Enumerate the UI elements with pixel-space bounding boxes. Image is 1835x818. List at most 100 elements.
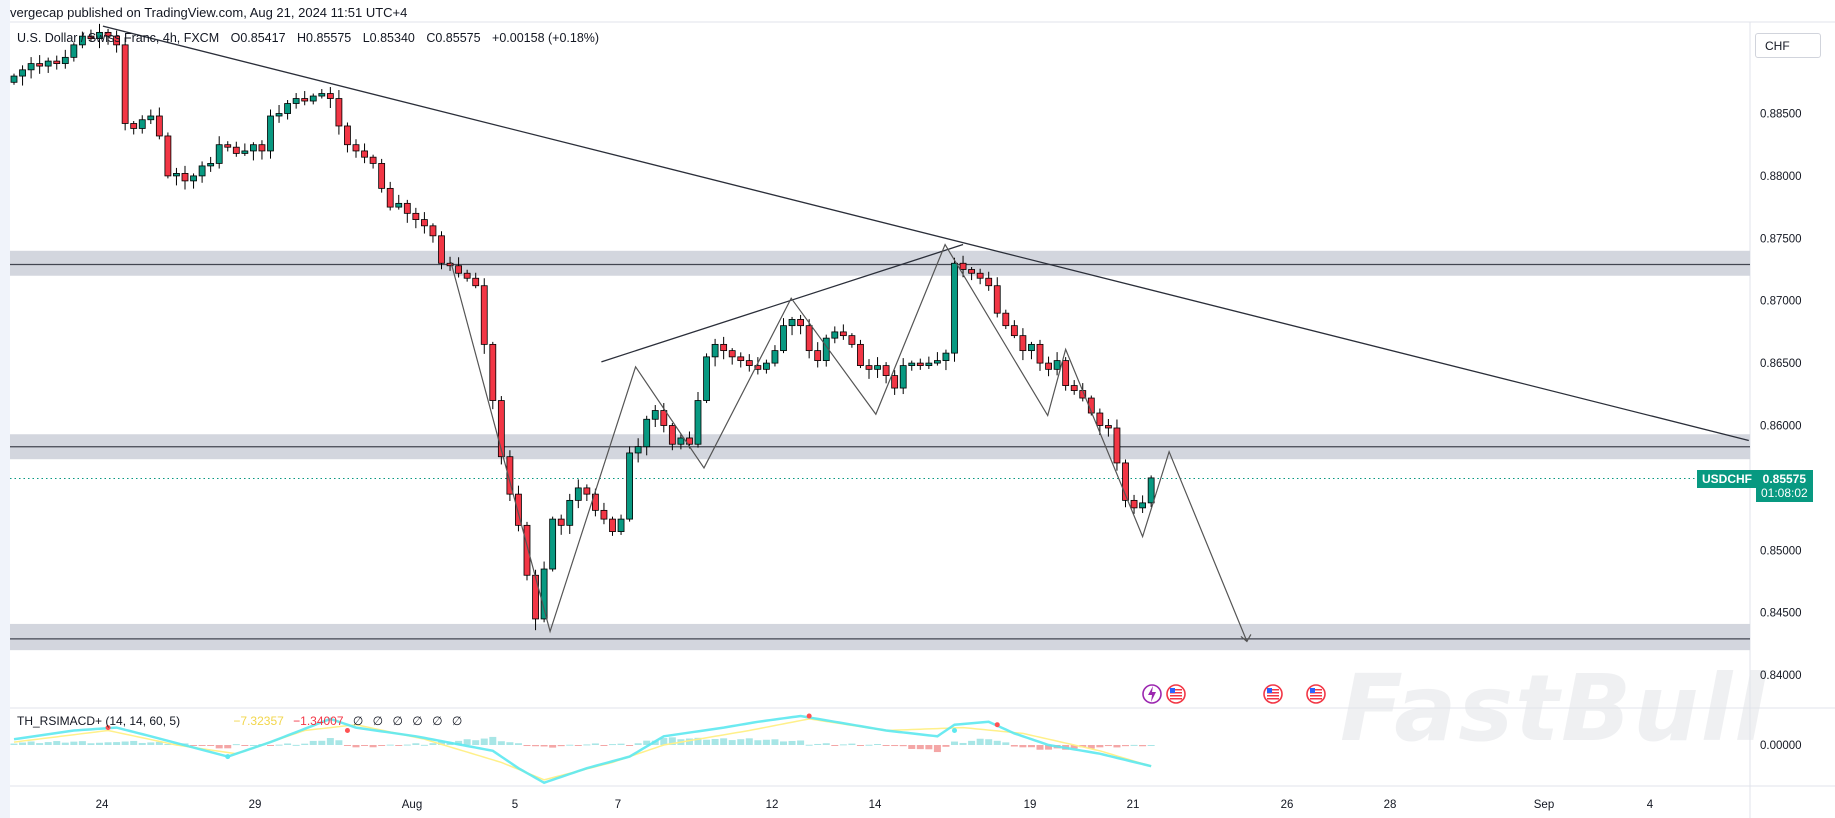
candle xyxy=(668,423,676,451)
candle xyxy=(763,359,770,374)
histogram-bar xyxy=(951,741,958,745)
histogram-bar xyxy=(668,737,676,745)
histogram-bar xyxy=(993,740,1001,745)
flag-stripe xyxy=(1310,695,1322,697)
candle-body xyxy=(10,75,18,83)
candle xyxy=(609,516,616,536)
indicator-empty: ∅ xyxy=(412,714,423,728)
candle-body xyxy=(147,115,155,121)
candle xyxy=(899,358,907,395)
candle-body xyxy=(472,277,480,287)
candle-body xyxy=(574,487,582,501)
histogram-bar xyxy=(267,745,274,746)
lightning-glyph xyxy=(1148,686,1156,702)
histogram-bar xyxy=(933,745,941,753)
histogram-bar xyxy=(942,745,950,747)
indicator-red-dot xyxy=(806,713,812,719)
histogram-bar xyxy=(1096,745,1104,748)
histogram-bar xyxy=(44,742,52,745)
candle-body xyxy=(1045,362,1052,370)
candle-body xyxy=(412,212,420,220)
histogram-bar xyxy=(1122,745,1129,747)
candle-body xyxy=(874,365,881,370)
time-axis-label: Sep xyxy=(1534,799,1554,811)
candle xyxy=(745,354,753,372)
candle xyxy=(651,405,659,427)
candle xyxy=(1028,341,1035,360)
indicator-red-dot xyxy=(994,722,1000,728)
indicator-name[interactable]: TH_RSIMACD+ (14, 14, 60, 5) xyxy=(17,714,181,728)
candle-body xyxy=(549,518,557,570)
candle xyxy=(147,109,155,124)
flag-canton xyxy=(1310,688,1315,693)
histogram-bar xyxy=(292,744,300,746)
arrowhead-icon xyxy=(1240,634,1252,643)
histogram-bar xyxy=(566,744,574,746)
candle xyxy=(121,37,129,131)
histogram-bar xyxy=(326,738,334,745)
currency-button[interactable]: CHF xyxy=(1755,33,1821,58)
candle-body xyxy=(609,518,616,532)
candle xyxy=(61,49,69,69)
histogram-bar xyxy=(780,741,787,745)
last-price-tag: 0.85575 01:08:02 xyxy=(1756,470,1813,502)
candle xyxy=(771,345,779,367)
candle xyxy=(831,326,839,344)
candle xyxy=(155,107,163,140)
histogram-bar xyxy=(788,740,796,745)
candle-body xyxy=(1062,360,1070,386)
ohlc-close: C0.85575 xyxy=(426,31,481,45)
symbol-name[interactable]: U.S. Dollar / Swiss Franc, 4h, FXCM xyxy=(17,31,220,45)
time-axis-label: 26 xyxy=(1281,799,1294,811)
candle-body xyxy=(557,518,565,526)
histogram-bar xyxy=(61,742,69,745)
price-axis-label: 0.87000 xyxy=(1760,296,1802,308)
candle-body xyxy=(190,175,197,182)
candle xyxy=(626,446,633,522)
candle xyxy=(446,256,454,271)
histogram-bar xyxy=(703,739,711,745)
candle xyxy=(968,267,975,281)
candle xyxy=(874,357,881,378)
candle-body xyxy=(959,262,967,270)
candle-body xyxy=(1070,385,1078,391)
histogram-bar xyxy=(609,744,616,746)
time-axis-label: Aug xyxy=(402,799,422,811)
histogram-bar xyxy=(523,745,531,747)
candle-body xyxy=(1113,427,1121,464)
candle-body xyxy=(215,144,223,164)
candle xyxy=(617,514,625,535)
histogram-bar xyxy=(831,745,839,746)
indicator-main-line xyxy=(13,714,1152,785)
candle-body xyxy=(301,98,309,102)
candle xyxy=(190,173,197,189)
candle xyxy=(951,257,958,362)
candle-body xyxy=(626,452,633,520)
histogram-bar xyxy=(1027,745,1035,748)
candle-body xyxy=(660,410,668,426)
histogram-bar xyxy=(361,745,369,746)
histogram-bar xyxy=(335,740,343,745)
ohlc-high: H0.85575 xyxy=(297,31,352,45)
candle-body xyxy=(104,31,112,37)
candle-body xyxy=(583,487,591,495)
indicator-empty: ∅ xyxy=(352,714,364,728)
time-axis-label: 5 xyxy=(512,799,518,811)
candle xyxy=(96,23,103,49)
candle-body xyxy=(908,362,916,366)
indicator-cyan-dot xyxy=(952,728,957,733)
histogram-bar xyxy=(369,745,377,748)
candle-body xyxy=(771,350,779,364)
candle xyxy=(326,87,334,109)
candle xyxy=(352,139,360,158)
candle-body xyxy=(36,63,44,67)
candle-body xyxy=(976,272,984,279)
histogram-bar xyxy=(429,743,437,745)
publisher-line: vergecap published on TradingView.com, A… xyxy=(10,5,408,20)
histogram-bar xyxy=(532,745,540,747)
indicator-red-dot xyxy=(105,725,111,731)
time-axis-label: 14 xyxy=(869,799,882,811)
histogram-bar xyxy=(754,740,762,745)
candle xyxy=(36,55,44,74)
